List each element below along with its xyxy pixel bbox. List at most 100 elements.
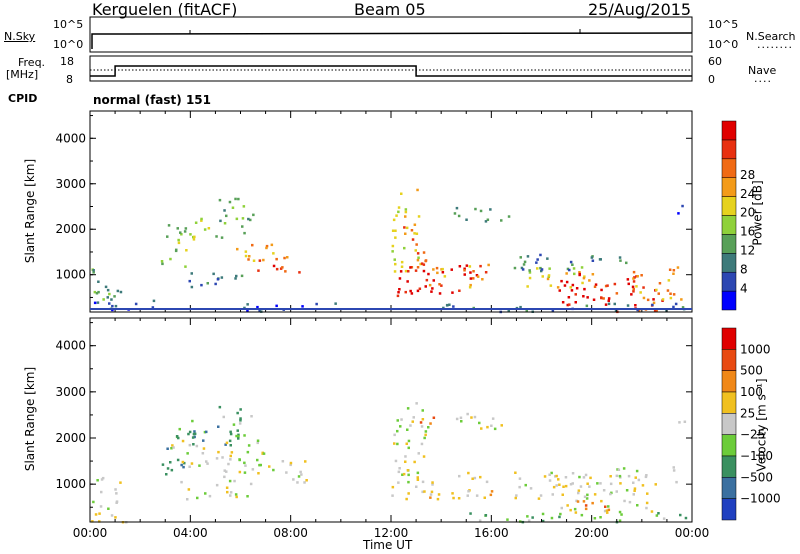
power-cell [272,264,276,268]
power-cell [561,301,565,304]
power-cell [203,228,207,231]
power-colorbar-tick: 16 [740,225,755,239]
velocity-cell [423,490,426,493]
power-cell [286,256,289,259]
power-cell [134,302,138,306]
velocity-cell [190,462,194,465]
power-cell [432,279,435,282]
velocity-cell [604,505,607,508]
velocity-cell [430,490,434,494]
velocity-cell [529,487,533,490]
velocity-cell [609,492,612,496]
power-cell [247,217,250,221]
velocity-cell [573,507,577,511]
velocity-cell [623,499,626,503]
velocity-cell [205,460,208,463]
velocity-cell [170,447,173,450]
power-cell [108,302,111,305]
velocity-cell [526,515,529,518]
power-cell [613,282,617,286]
velocity-cell [451,492,454,495]
power-cell [476,275,480,278]
power-cell [556,286,560,289]
velocity-cell [234,493,238,496]
power-cell [235,217,239,221]
velocity-cell [201,452,205,455]
velocity-cell [114,488,117,491]
power-cell [606,284,609,287]
velocity-cell [100,478,104,481]
velocity-cell [551,493,554,496]
power-cell [522,263,526,266]
freq-label: Freq. [18,56,46,69]
power-cell [547,275,550,278]
power-cell [487,263,490,267]
power-cell [575,287,579,290]
velocity-cell [637,478,641,482]
freq-tick-high: 18 [60,55,74,68]
velocity-cell [493,427,497,431]
power-cell [256,305,259,309]
velocity-cell [616,468,619,471]
velocity-cell [596,482,599,485]
velocity-cell [416,478,420,481]
power-cell [188,279,191,283]
velocity-cell [460,420,463,423]
power-cell [572,267,576,270]
velocity-cell [176,458,180,462]
velocity-cell [486,425,489,429]
velocity-cell [407,492,410,495]
velocity-cell [466,412,469,416]
velocity-cell [421,490,424,494]
velocity-cell [416,471,420,475]
velocity-cell [261,451,264,455]
velocity-cell [222,415,225,419]
power-cell [602,297,605,300]
velocity-cell [607,508,611,512]
power-cell [457,214,461,218]
velocity-cell [458,474,461,478]
power-cell [416,252,420,255]
velocity-cell [289,461,293,465]
velocity-cell [404,455,407,458]
velocity-cell [229,432,233,436]
power-cell [243,306,246,310]
velocity-cell [101,476,105,480]
power-cell [200,219,203,222]
velocity-cell [421,480,425,484]
power-cell [397,210,400,214]
velocity-cell [467,490,470,493]
velocity-cell [619,482,622,485]
velocity-cell [299,470,302,474]
power-cell [151,306,155,309]
velocity-cell [406,428,409,431]
power-colorbar-tick: 24 [740,187,755,201]
velocity-cell [421,409,424,412]
power-panel-frame [89,110,693,313]
velocity-cell [582,500,586,503]
velocity-cell [232,423,236,426]
power-cell [632,277,635,280]
power-cell [175,248,178,252]
velocity-cell [473,415,477,419]
power-cell [415,243,418,246]
velocity-cell [243,434,246,437]
power-cell [541,275,544,278]
station-title: Kerguelen (fitACF) [92,0,238,19]
velocity-cell [243,471,247,474]
power-cell [588,279,591,282]
power-cell [212,272,215,276]
power-cell [403,246,406,250]
power-cell [413,223,417,226]
velocity-cell [625,489,629,492]
velocity-cell [634,476,637,479]
velocity-ytick-label: 1000 [55,477,86,491]
power-cell [479,209,483,213]
power-cell [669,292,672,295]
power-cell [184,227,188,230]
velocity-cell [230,451,234,454]
power-cell [642,296,646,300]
power-cell [425,278,429,282]
power-cell [177,238,180,242]
velocity-cell [506,518,509,521]
